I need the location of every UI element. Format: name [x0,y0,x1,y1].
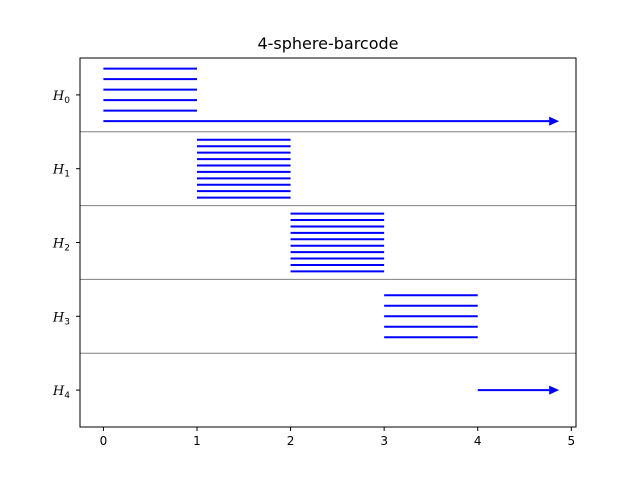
plot-frame [79,57,577,428]
y-tick-label: H4 [52,384,70,401]
x-tick-label: 2 [287,434,295,448]
x-tick-label: 1 [193,434,201,448]
y-tick-label: H1 [52,163,70,180]
x-tick-label: 3 [380,434,388,448]
plot-area: H0 H1 H2 H3 H4 0 1 2 3 4 5 [52,67,576,448]
chart-title: 4-sphere-barcode [257,34,398,53]
x-tick-label: 0 [100,434,108,448]
y-tick-label: H3 [52,310,70,327]
x-tick-label: 5 [568,434,576,448]
y-tick-label: H0 [52,89,70,106]
x-tick-label: 4 [474,434,482,448]
y-tick-label: H2 [52,237,70,254]
